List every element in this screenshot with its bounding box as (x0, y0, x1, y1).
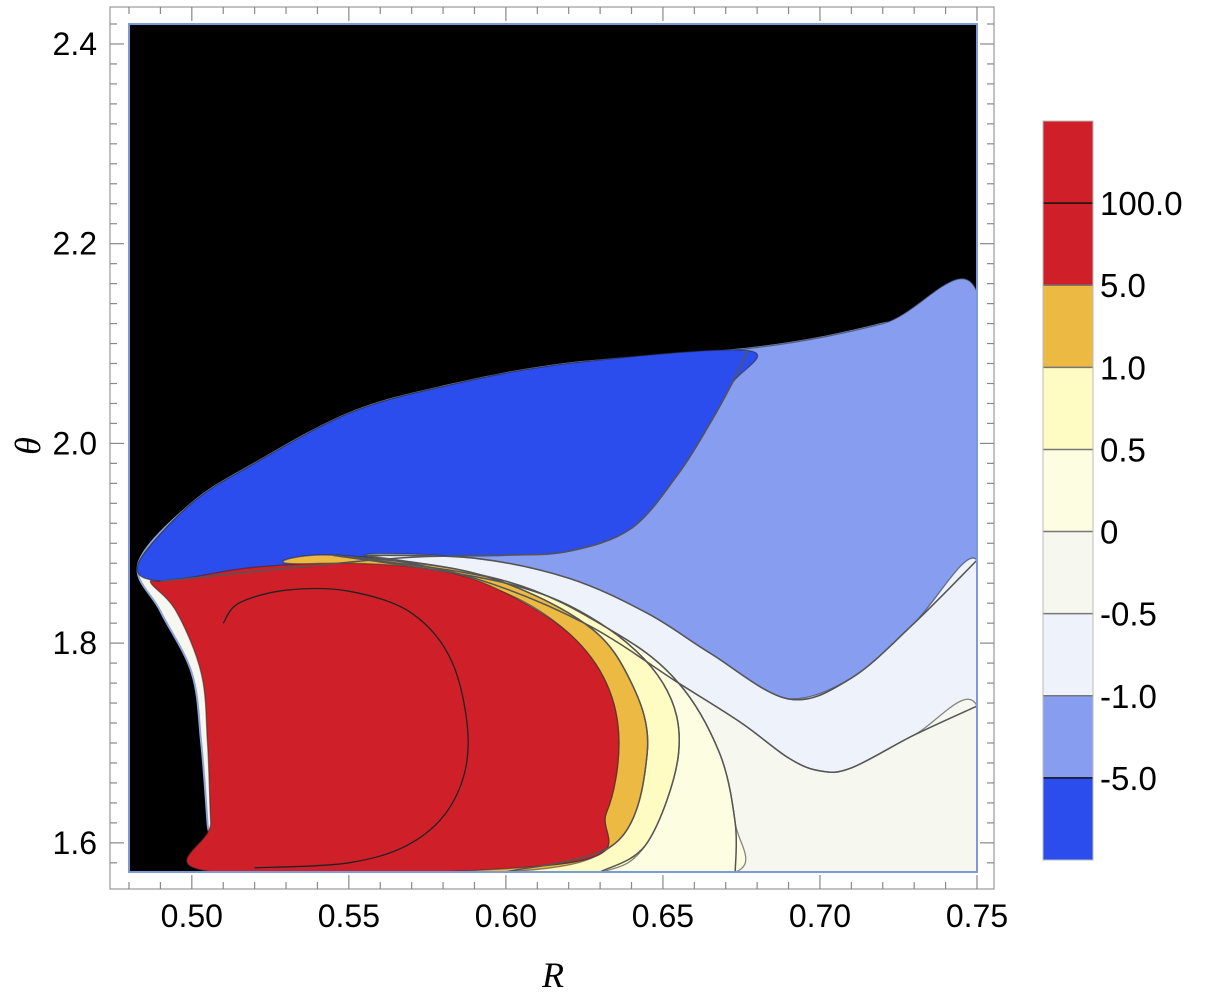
colorbar-segment (1043, 367, 1093, 450)
x-tick-label: 0.70 (789, 898, 851, 934)
contour-line-inner (222, 587, 469, 869)
x-tick-label: 0.65 (632, 898, 694, 934)
y-tick-label: 1.8 (53, 625, 97, 661)
colorbar-segment (1043, 121, 1093, 204)
colorbar-label: 1.0 (1100, 349, 1146, 386)
x-tick-label: 0.55 (318, 898, 380, 934)
colorbar-label: -1.0 (1100, 678, 1157, 715)
colorbar-legend: 100.0 5.0 1.0 0.5 0 -0.5 -1.0 -5.0 (1042, 120, 1183, 861)
x-axis-label: R (541, 955, 564, 995)
colorbar-label: 5.0 (1100, 267, 1146, 304)
x-tick-label: 0.50 (161, 898, 223, 934)
contour-line-5 (160, 350, 749, 582)
colorbar-segment (1043, 777, 1093, 861)
colorbar-label: -0.5 (1100, 596, 1157, 633)
contour-line-2 (332, 554, 738, 872)
contour-regions (129, 24, 977, 872)
y-tick-label: 1.6 (53, 825, 97, 861)
colorbar-segment (1043, 531, 1093, 615)
y-axis-ticks: 1.6 1.8 2.0 2.2 2.4 (53, 23, 994, 864)
contour-lines (160, 350, 977, 872)
contour-line-1 (364, 554, 977, 701)
colorbar-segment (1043, 613, 1093, 697)
colorbar-label: -5.0 (1100, 760, 1157, 797)
colorbar-label: 0 (1100, 514, 1118, 551)
colorbar-segment (1043, 203, 1093, 286)
y-tick-label: 2.0 (53, 425, 97, 461)
outer-frame (109, 6, 995, 890)
y-tick-label: 2.2 (53, 226, 97, 262)
colorbar-label: 0.5 (1100, 431, 1146, 468)
y-axis-label: θ (8, 437, 48, 455)
colorbar-label: 100.0 (1100, 185, 1183, 222)
x-axis-ticks: 0.50 0.55 0.60 0.65 0.70 0.75 (128, 7, 1008, 934)
colorbar-frame (1042, 120, 1094, 861)
colorbar-segment (1043, 449, 1093, 533)
colorbar-segment (1043, 695, 1093, 779)
x-tick-label: 0.75 (946, 898, 1008, 934)
x-tick-label: 0.60 (475, 898, 537, 934)
colorbar-segment (1043, 285, 1093, 368)
contour-line-0 (364, 554, 977, 774)
inner-frame (128, 23, 978, 873)
y-tick-label: 2.4 (53, 26, 97, 62)
plot-frame (109, 6, 995, 890)
contour-line-4 (333, 554, 649, 872)
contour-line-3 (332, 554, 680, 872)
contour-region-8 (149, 562, 620, 872)
